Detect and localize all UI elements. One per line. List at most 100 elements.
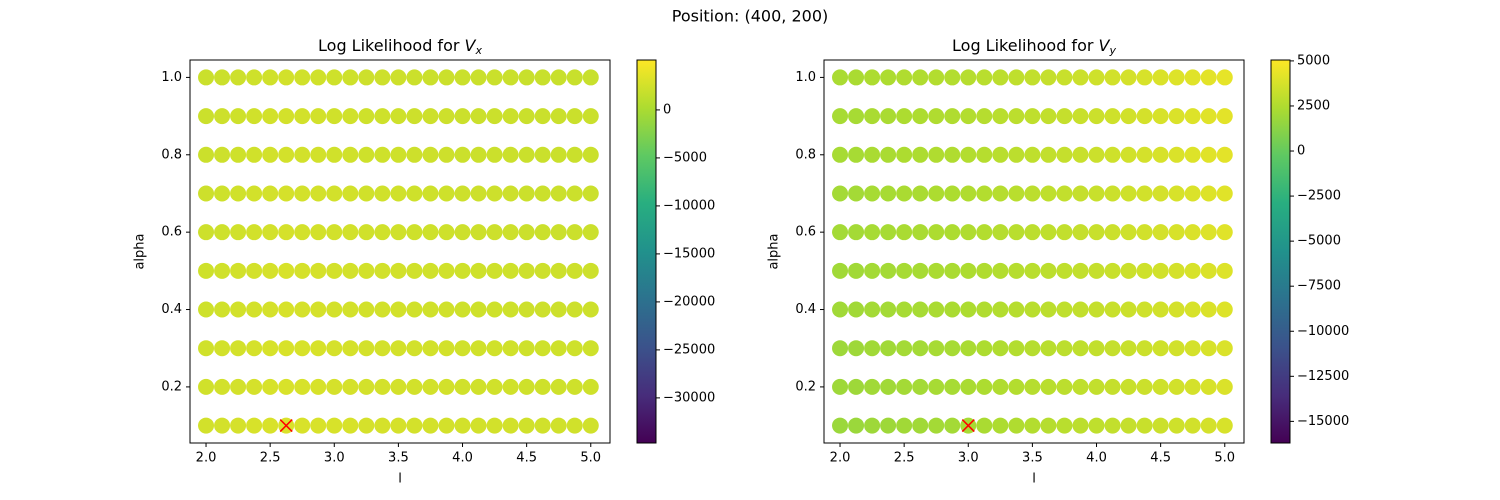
dot — [880, 262, 897, 279]
dot — [198, 340, 215, 357]
title-var: V — [465, 36, 477, 55]
dot — [390, 378, 407, 395]
colorbar-tick-label: 5000 — [1297, 53, 1330, 68]
dot — [832, 301, 849, 318]
dot — [1024, 417, 1041, 434]
dot — [1184, 378, 1201, 395]
dot — [534, 69, 551, 86]
dot — [944, 301, 961, 318]
dot — [1088, 146, 1105, 163]
x-tick-label: 5.0 — [1214, 451, 1235, 466]
dot — [880, 417, 897, 434]
dot — [214, 262, 231, 279]
dot — [1152, 185, 1169, 202]
y-tick-label: 0.8 — [795, 147, 816, 162]
plot-frame — [189, 59, 611, 444]
dot — [470, 417, 487, 434]
dot — [438, 69, 455, 86]
dot — [566, 108, 583, 125]
dot — [534, 224, 551, 241]
x-tick-label: 2.0 — [830, 451, 851, 466]
dot — [294, 301, 311, 318]
dot — [214, 417, 231, 434]
dot — [1056, 378, 1073, 395]
dot — [246, 185, 263, 202]
dot — [470, 108, 487, 125]
dot — [1088, 262, 1105, 279]
dot — [944, 340, 961, 357]
dot — [880, 301, 897, 318]
dot — [1216, 340, 1233, 357]
dot — [230, 262, 247, 279]
dot — [326, 262, 343, 279]
dot — [1216, 185, 1233, 202]
dot — [278, 224, 295, 241]
y-axis-label: alpha — [767, 233, 782, 269]
dot — [1072, 224, 1089, 241]
dot — [262, 262, 279, 279]
dot — [880, 378, 897, 395]
dot — [486, 224, 503, 241]
dot — [502, 340, 519, 357]
dot — [582, 146, 599, 163]
dot — [896, 262, 913, 279]
dot — [1104, 146, 1121, 163]
dot — [832, 378, 849, 395]
x-tick-label: 4.5 — [1150, 451, 1171, 466]
dot — [310, 146, 327, 163]
dot — [278, 378, 295, 395]
dot — [214, 146, 231, 163]
dot — [582, 224, 599, 241]
dot — [1136, 417, 1153, 434]
dot — [422, 146, 439, 163]
dot — [486, 108, 503, 125]
dot — [422, 108, 439, 125]
dot — [992, 262, 1009, 279]
dot — [1136, 146, 1153, 163]
dot — [326, 108, 343, 125]
dot — [1024, 224, 1041, 241]
dot — [374, 301, 391, 318]
dot — [880, 69, 897, 86]
dot — [278, 262, 295, 279]
dot — [912, 301, 929, 318]
dot — [406, 301, 423, 318]
dot — [832, 185, 849, 202]
dot — [1072, 185, 1089, 202]
dot — [992, 417, 1009, 434]
dot — [1200, 69, 1217, 86]
dot — [438, 340, 455, 357]
dot — [198, 69, 215, 86]
dot — [358, 185, 375, 202]
dot — [1120, 69, 1137, 86]
colorbar — [636, 59, 657, 444]
dot — [976, 108, 993, 125]
dot — [582, 108, 599, 125]
x-axis-label: l — [398, 472, 402, 487]
dot — [1168, 108, 1185, 125]
dot — [230, 224, 247, 241]
dot — [1072, 69, 1089, 86]
dot — [550, 301, 567, 318]
dot — [486, 262, 503, 279]
dot — [358, 69, 375, 86]
dot — [566, 262, 583, 279]
dot — [864, 417, 881, 434]
dot — [518, 301, 535, 318]
dot — [1088, 224, 1105, 241]
dot — [534, 185, 551, 202]
dot — [294, 224, 311, 241]
dot — [896, 417, 913, 434]
dot — [310, 108, 327, 125]
dot — [1152, 340, 1169, 357]
dot — [1072, 340, 1089, 357]
dot — [310, 340, 327, 357]
dot — [230, 378, 247, 395]
dot — [534, 146, 551, 163]
dot — [896, 224, 913, 241]
dot — [944, 185, 961, 202]
dot — [310, 224, 327, 241]
dot — [960, 301, 977, 318]
dot — [486, 146, 503, 163]
dot — [1008, 262, 1025, 279]
